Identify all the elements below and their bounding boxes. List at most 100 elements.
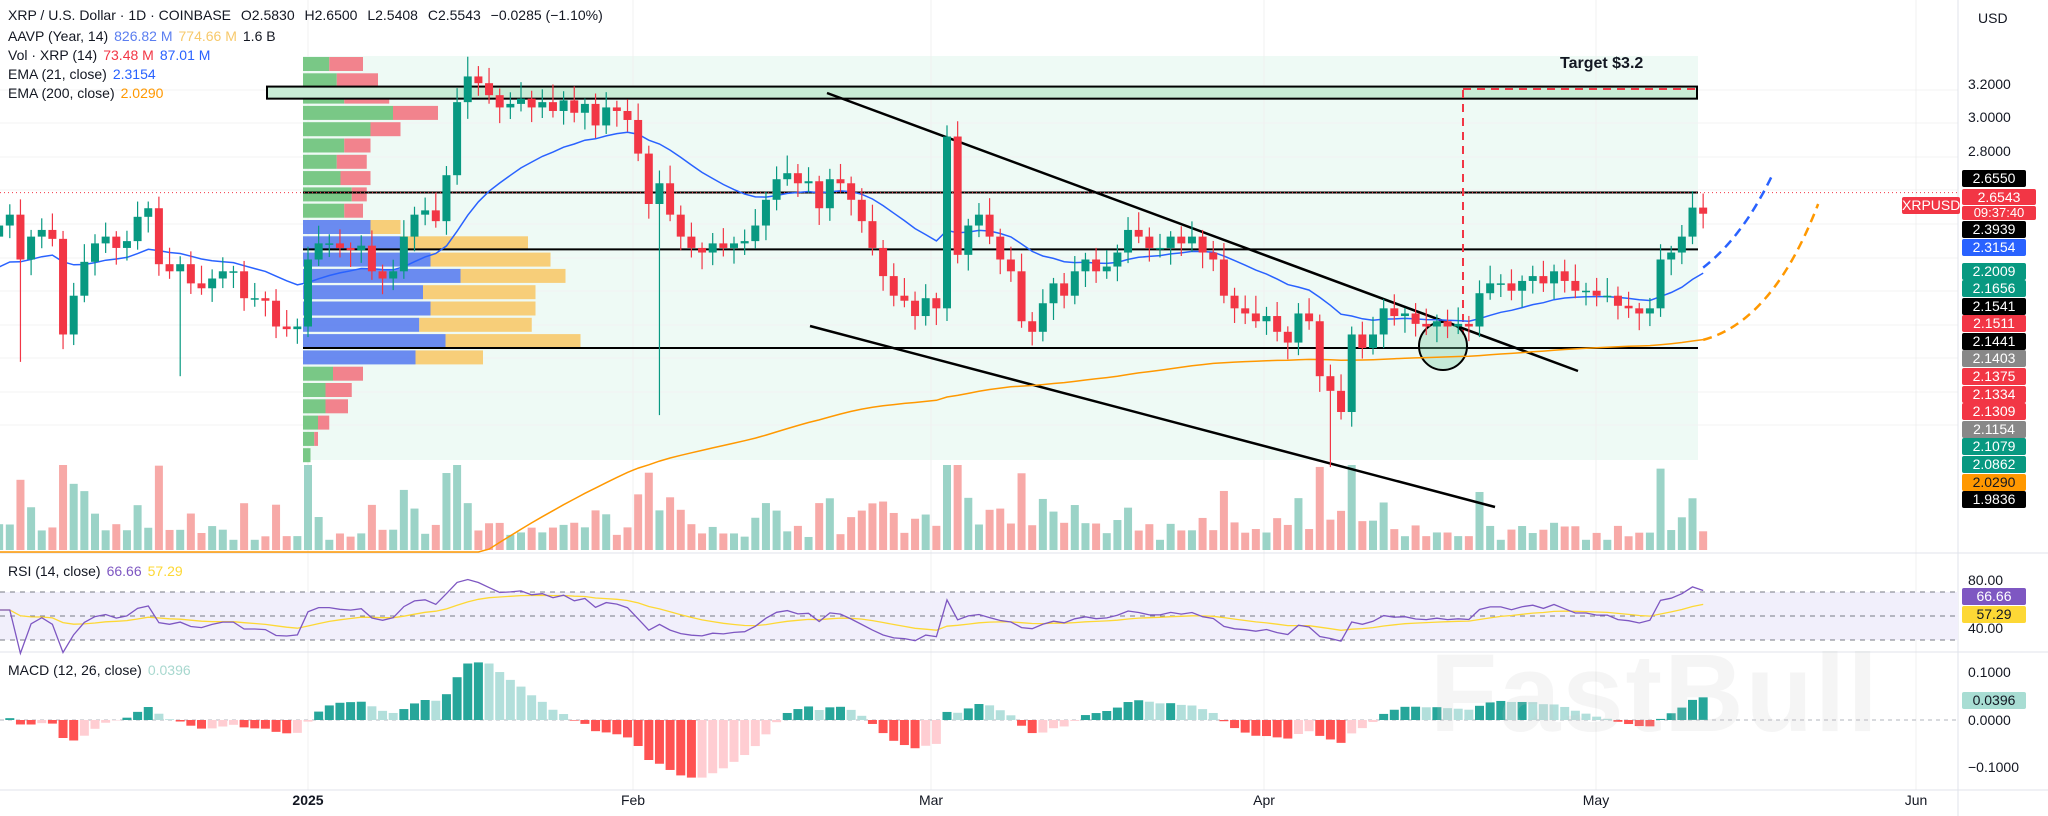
volume-bar — [836, 534, 845, 550]
candle-body — [48, 229, 57, 239]
ema21-value: 2.3154 — [112, 66, 156, 82]
volume-bar — [1262, 532, 1271, 550]
volume-bar — [804, 536, 813, 550]
candle-body — [548, 102, 557, 111]
macd-histogram-bar — [537, 701, 547, 720]
macd-histogram-bar — [495, 672, 505, 720]
candle-body — [389, 271, 398, 279]
volume-bar — [815, 503, 824, 550]
macd-histogram-bar — [1379, 713, 1389, 720]
ema21-legend[interactable]: EMA (21, close) 2.3154 — [8, 65, 162, 84]
aavp-label: AAVP (Year, 14) — [8, 28, 109, 44]
volume-bar — [1219, 490, 1228, 550]
volume-bar — [485, 523, 494, 550]
macd-histogram-bar — [1208, 712, 1218, 720]
macd-histogram-bar — [963, 708, 973, 720]
rsi-ma-tag: 57.29 — [1962, 606, 2026, 623]
macd-histogram-bar — [1017, 720, 1027, 726]
rsi-legend[interactable]: RSI (14, close) 66.66 57.29 — [8, 562, 189, 581]
macd-histogram-bar — [750, 720, 760, 747]
macd-histogram-bar — [1070, 720, 1080, 721]
candle-body — [719, 243, 728, 248]
price-tag: 2.1334 — [1962, 386, 2026, 403]
volume-bar — [69, 483, 78, 550]
macd-legend[interactable]: MACD (12, 26, close) 0.0396 — [8, 661, 197, 680]
volume-bar — [357, 533, 366, 550]
volume-bar — [1337, 510, 1346, 550]
volume-bar — [240, 503, 249, 550]
volume-bar — [1656, 468, 1665, 550]
price-tick: 3.2000 — [1968, 76, 2011, 92]
candle-body — [985, 214, 994, 237]
candle-body — [804, 181, 813, 184]
aavp-legend[interactable]: AAVP (Year, 14) 826.82 M 774.66 M 1.6 B — [8, 27, 282, 46]
volume-bar — [602, 514, 611, 550]
macd-histogram-bar — [303, 720, 313, 722]
ohlc-high: H2.6500 — [304, 7, 358, 23]
volume-bar — [378, 529, 387, 550]
volume-bar — [740, 536, 749, 550]
volume-bar — [37, 530, 46, 550]
macd-histogram-bar — [1506, 701, 1516, 720]
candle-body — [1656, 259, 1665, 309]
volume-bar — [1006, 523, 1015, 550]
macd-histogram-bar — [1230, 720, 1240, 729]
volume-legend[interactable]: Vol · XRP (14) 73.48 M 87.01 M — [8, 46, 216, 65]
candle-body — [1422, 323, 1431, 327]
macd-tag: 0.0396 — [1962, 692, 2026, 709]
ema200-line — [0, 338, 1704, 553]
macd-tick: 0.0000 — [1968, 712, 2011, 728]
macd-histogram-bar — [814, 710, 824, 720]
macd-histogram-bar — [1368, 720, 1378, 723]
candle-body — [708, 243, 717, 253]
candle-body — [378, 271, 387, 279]
macd-histogram-bar — [1315, 720, 1325, 736]
macd-histogram-bar — [623, 720, 632, 738]
volume-bar — [1187, 530, 1196, 550]
volume-bar — [1550, 522, 1559, 550]
macd-histogram-bar — [1634, 720, 1644, 727]
candle-body — [1092, 259, 1101, 272]
price-tag: 2.3939 — [1962, 221, 2026, 238]
macd-histogram-bar — [1080, 715, 1090, 720]
time-label: May — [1582, 792, 1610, 808]
macd-histogram-bar — [1304, 720, 1314, 732]
volume-bar — [1369, 520, 1377, 550]
candle-body — [1017, 271, 1026, 322]
macd-histogram-bar — [1027, 720, 1037, 734]
macd-histogram-bar — [452, 677, 462, 720]
candle-body — [1560, 271, 1569, 281]
macd-histogram-bar — [473, 662, 483, 720]
ema200-legend[interactable]: EMA (200, close) 2.0290 — [8, 84, 169, 103]
candle-body — [687, 236, 696, 248]
macd-histogram-bar — [388, 712, 398, 720]
volume-bar — [634, 494, 643, 550]
ohlc-close: C2.5543 — [427, 7, 481, 23]
volume-bar — [879, 501, 888, 550]
macd-histogram-bar — [665, 720, 675, 770]
volume-bar — [1294, 498, 1303, 550]
volume-bar — [389, 529, 398, 550]
candle-body — [644, 153, 653, 204]
candle-body — [506, 103, 515, 108]
macd-histogram-bar — [282, 720, 292, 734]
rsi-label: RSI (14, close) — [8, 563, 101, 579]
volume-profile-up — [303, 220, 371, 234]
volume-bar — [197, 533, 206, 550]
macd-histogram-bar — [292, 720, 302, 733]
price-tag: 2.0290 — [1962, 474, 2026, 491]
macd-histogram-bar — [612, 720, 622, 735]
price-tag: 2.1656 — [1962, 280, 2026, 297]
macd-histogram-bar — [58, 720, 68, 739]
macd-histogram-bar — [26, 720, 36, 725]
price-tag: 1.9836 — [1962, 491, 2026, 508]
macd-histogram-bar — [591, 720, 601, 732]
volume-bar — [868, 503, 877, 550]
volume-profile-down — [336, 73, 378, 88]
candle-body — [921, 298, 930, 317]
volume-bar — [974, 524, 983, 550]
candle-body — [868, 221, 877, 248]
macd-histogram-bar — [1528, 702, 1538, 720]
volume-profile-down — [340, 171, 371, 186]
